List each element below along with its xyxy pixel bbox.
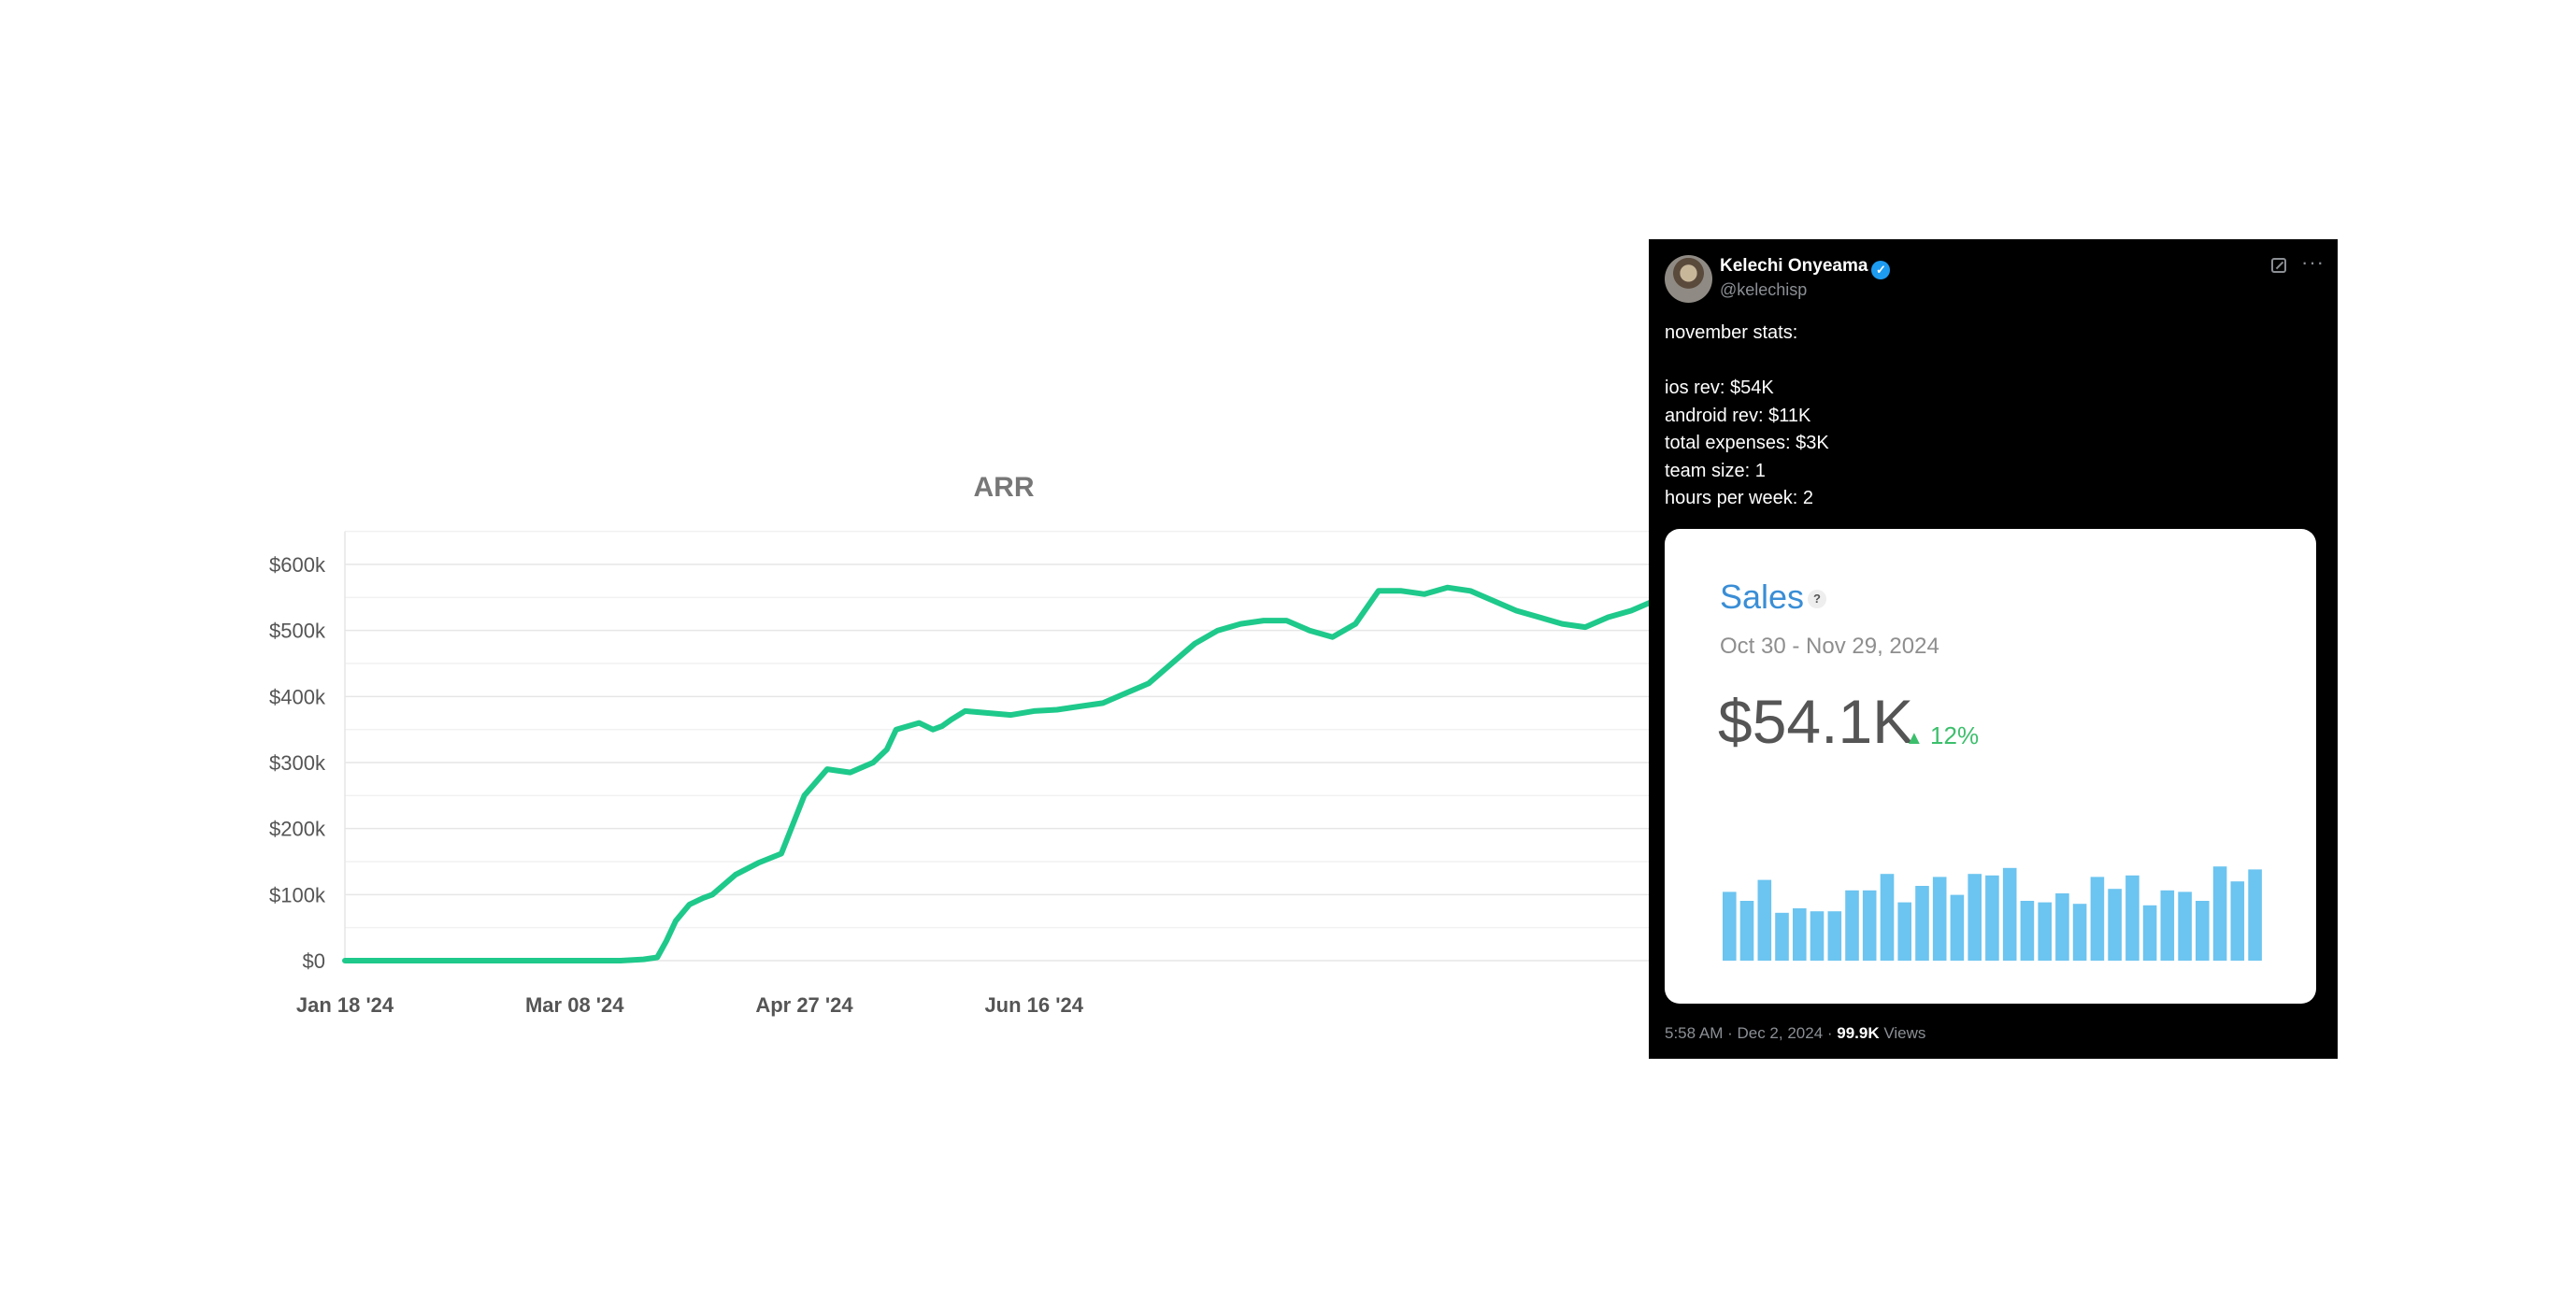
sales-bar xyxy=(2108,889,2122,961)
views-count: 99.9K xyxy=(1837,1024,1880,1042)
x-axis-ticks: Jan 18 '24 Mar 08 '24 Apr 27 '24 Jun 16 '24 xyxy=(296,993,1084,1017)
grid-lines xyxy=(344,530,1649,962)
sales-bar xyxy=(2090,877,2105,961)
tweet-text: november stats: ios rev: $54K android re… xyxy=(1665,320,1829,513)
change-value: 12% xyxy=(1923,721,1980,749)
arr-chart-title: ARR xyxy=(974,472,1035,503)
grok-icon[interactable] xyxy=(2271,258,2286,273)
x-tick-label: Jan 18 '24 xyxy=(296,993,394,1017)
y-tick-label: $500k xyxy=(269,620,326,643)
sales-bar xyxy=(2002,867,2017,961)
y-tick-label: $100k xyxy=(269,883,326,906)
x-tick-label: Jun 16 '24 xyxy=(984,993,1083,1017)
y-tick-label: $300k xyxy=(269,751,326,775)
sales-bar xyxy=(2072,904,2087,961)
sales-bar xyxy=(1723,891,1737,961)
tweet-line: android rev: $11K xyxy=(1665,405,1811,426)
sales-bar xyxy=(2178,891,2192,961)
sales-bar-chart xyxy=(1723,866,2262,961)
help-icon: ? xyxy=(1808,590,1826,608)
y-tick-label: $600k xyxy=(269,553,326,577)
sales-bar xyxy=(1985,875,1999,961)
x-tick-label: Apr 27 '24 xyxy=(755,993,853,1017)
sales-bar xyxy=(1793,908,1807,961)
sales-total: $54.1K xyxy=(1718,687,1914,756)
tweet-line: ios rev: $54K xyxy=(1665,378,1774,398)
sales-bar xyxy=(2248,869,2262,961)
sales-bar xyxy=(2142,905,2157,961)
tweet-line: total expenses: $3K xyxy=(1665,433,1829,453)
date-range: Oct 30 - Nov 29, 2024 xyxy=(1720,634,1939,659)
y-tick-label: $0 xyxy=(303,949,325,973)
sales-bar xyxy=(2196,901,2210,961)
tweet-line: hours per week: 2 xyxy=(1665,488,1813,508)
y-axis-ticks: $0 $100k $200k $300k $400k $500k $600k xyxy=(269,553,326,973)
arr-chart: ARR $0 $100k $200k $300k $400k $500k $600k Jan… xyxy=(269,472,1649,1017)
sales-bar xyxy=(1950,894,1965,961)
sales-bar xyxy=(1862,890,1877,961)
sales-bar xyxy=(2160,890,2175,961)
tweet-line xyxy=(1665,348,1829,376)
author-handle[interactable]: @kelechisp xyxy=(1720,280,1808,299)
sales-title: Sales xyxy=(1720,578,1805,616)
arr-series-line xyxy=(342,584,1649,963)
sales-bar xyxy=(2212,866,2227,961)
tweet-timestamp[interactable]: 5:58 AM · Dec 2, 2024 · xyxy=(1665,1024,1838,1042)
sales-bar xyxy=(1810,911,1825,961)
y-tick-label: $400k xyxy=(269,685,326,708)
sales-bar xyxy=(1880,874,1895,961)
tweet-card[interactable]: Kelechi Onyeama ✓ @kelechisp ··· november… xyxy=(1649,239,2338,1059)
x-tick-label: Mar 08 '24 xyxy=(525,993,624,1017)
plot-background xyxy=(345,531,1649,961)
sales-bar xyxy=(1897,902,1911,961)
sales-bar xyxy=(1757,879,1772,961)
author-name[interactable]: Kelechi Onyeama ✓ xyxy=(1720,256,1891,279)
verified-badge-icon: ✓ xyxy=(1871,261,1891,279)
sales-bar xyxy=(1845,890,1859,961)
sales-bar xyxy=(2125,875,2140,961)
sales-bar xyxy=(1968,874,1982,961)
sales-bar xyxy=(2230,881,2245,961)
change-percent: ▲ 12% xyxy=(1905,721,1979,750)
views-label: Views xyxy=(1879,1024,1926,1042)
sales-bar xyxy=(1827,911,1842,961)
avatar[interactable] xyxy=(1665,255,1712,303)
sales-bar xyxy=(1775,912,1789,961)
sales-bar xyxy=(1932,877,1947,961)
sales-bar xyxy=(2055,893,2069,961)
up-arrow-icon: ▲ xyxy=(1905,728,1924,749)
more-options-icon[interactable]: ··· xyxy=(2301,250,2325,274)
tweet-line: november stats: xyxy=(1665,322,1798,343)
tweet-line: team size: 1 xyxy=(1665,460,1766,481)
tweet-media-sales-card[interactable]: Sales ? Oct 30 - Nov 29, 2024 $54.1K ▲ 1… xyxy=(1665,529,2316,1004)
author-name-text[interactable]: Kelechi Onyeama xyxy=(1720,256,1868,276)
tweet-meta: 5:58 AM · Dec 2, 2024 · 99.9K Views xyxy=(1665,1024,1925,1043)
y-tick-label: $200k xyxy=(269,818,326,841)
sales-bar xyxy=(1915,886,1929,961)
sales-bar xyxy=(2038,902,2052,961)
sales-bar xyxy=(1739,901,1754,961)
sales-bar xyxy=(2020,901,2035,961)
